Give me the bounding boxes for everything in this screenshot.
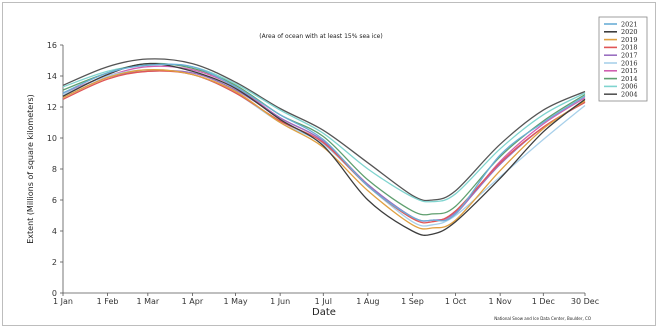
legend-label-2017: 2017 — [621, 52, 638, 60]
legend-label-2006: 2006 — [621, 83, 638, 91]
legend-label-2016: 2016 — [621, 59, 638, 67]
x-tick-label: 1 Jan — [53, 297, 73, 306]
x-tick-label: 1 May — [223, 297, 247, 306]
footnote: National Snow and Ice Data Center, Bould… — [494, 316, 591, 321]
y-tick-label: 8 — [52, 165, 57, 174]
x-tick-label: 1 Jun — [270, 297, 290, 306]
series-lines — [62, 58, 586, 236]
y-tick-label: 14 — [47, 72, 57, 81]
x-tick-label: 1 Mar — [136, 297, 159, 306]
x-tick-label: 1 Nov — [489, 297, 513, 306]
series-line-2006 — [62, 63, 586, 203]
x-tick-label: 1 Sep — [401, 297, 424, 306]
legend-label-2014: 2014 — [621, 75, 638, 83]
legend-label-2019: 2019 — [621, 36, 638, 44]
series-line-2020 — [62, 62, 586, 236]
y-tick-label: 6 — [52, 196, 57, 205]
x-axis-title: Date — [312, 307, 336, 318]
chart-title: (Area of ocean with at least 15% sea ice… — [259, 33, 382, 40]
x-tick-label: 30 Dec — [571, 297, 599, 306]
sea-ice-extent-chart: (Area of ocean with at least 15% sea ice… — [26, 16, 648, 321]
x-tick-label: 1 Oct — [445, 297, 466, 306]
legend-label-2020: 2020 — [621, 28, 638, 36]
y-tick-label: 12 — [47, 103, 57, 112]
y-tick-label: 4 — [52, 227, 57, 236]
x-ticks: 1 Jan 1 Feb 1 Mar 1 Apr 1 May 1 Jun 1 Jul 1 Aug… — [53, 293, 599, 306]
y-tick-label: 0 — [52, 289, 57, 298]
series-line-2021 — [62, 63, 586, 222]
legend-label-2021: 2021 — [621, 20, 638, 28]
y-tick-label: 16 — [47, 41, 57, 50]
series-line-2019 — [62, 69, 586, 230]
legend-label-2015: 2015 — [621, 67, 638, 75]
x-tick-label: 1 Jul — [315, 297, 332, 306]
y-tick-label: 2 — [52, 258, 57, 267]
series-line-2018 — [62, 70, 586, 224]
legend-label-2004: 2004 — [621, 91, 638, 99]
x-tick-label: 1 Aug — [356, 297, 379, 306]
x-tick-label: 1 Apr — [182, 297, 204, 306]
x-tick-label: 1 Feb — [97, 297, 119, 306]
y-axis-title: Extent (Millions of square kilometers) — [26, 94, 35, 244]
y-tick-label: 10 — [47, 134, 57, 143]
series-line-2004 — [62, 58, 586, 202]
x-tick-label: 1 Dec — [532, 297, 555, 306]
y-ticks: 0 2 4 6 8 10 12 14 16 — [47, 41, 63, 298]
legend-label-2018: 2018 — [621, 44, 638, 52]
